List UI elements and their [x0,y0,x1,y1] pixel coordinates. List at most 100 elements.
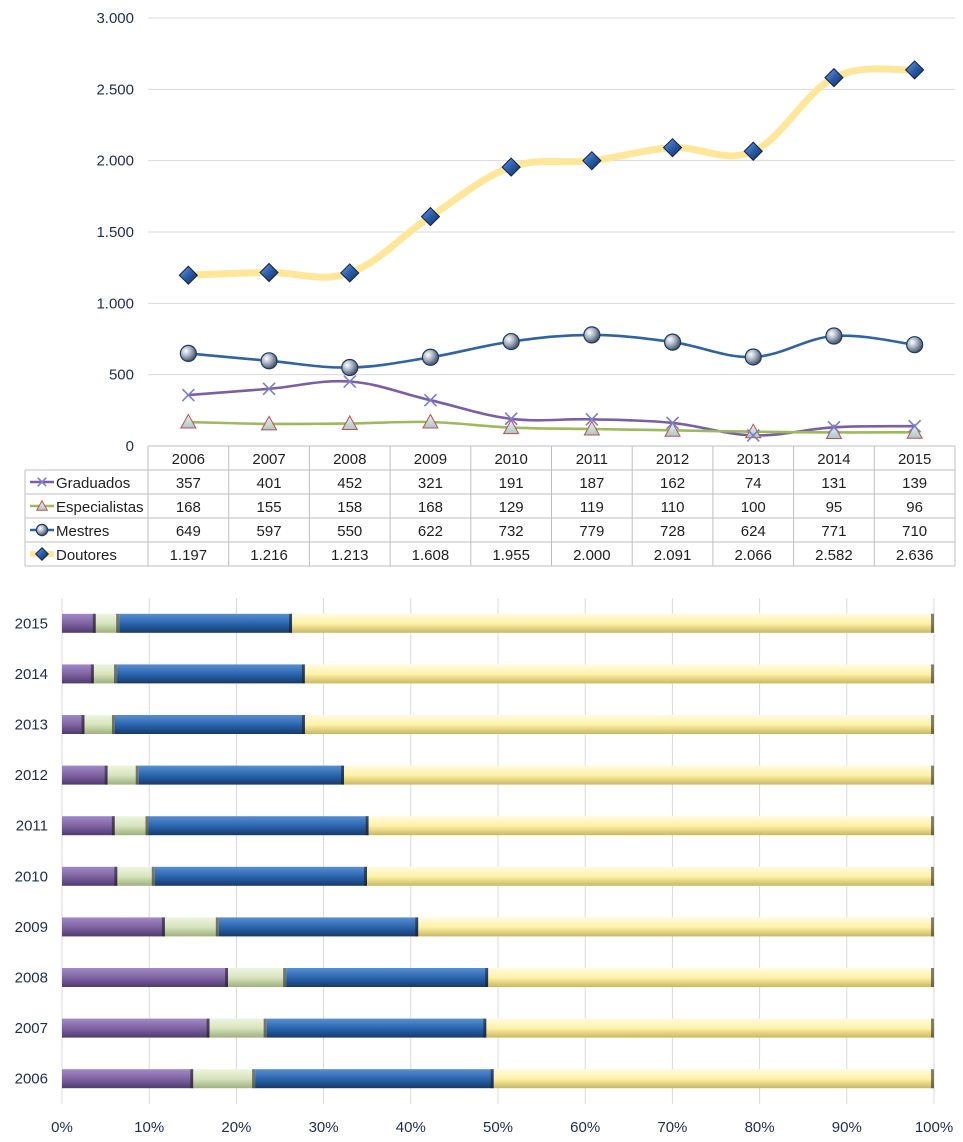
bar-segment-graduados [62,613,96,633]
bar-segment-edge [483,1018,487,1038]
table-category-label: 2011 [576,451,608,468]
table-category-label: 2013 [737,451,770,468]
bar-segment-especialistas [117,866,155,886]
data-label: 110 [661,499,685,516]
data-label: 96 [906,499,923,516]
table-category-label: 2006 [172,451,205,468]
bar-segment-doutores [344,765,934,785]
bar-segment-edge [161,917,165,937]
data-label: 100 [741,499,766,516]
bar-segment-edge [301,664,305,684]
bar-segment-doutores [368,816,934,836]
data-point-mestres [583,326,601,344]
y-tick-label: 2.500 [96,81,134,98]
x-tick-label: 30% [309,1119,339,1136]
x-tick-label: 0% [51,1119,73,1136]
data-point-especialistas [180,413,197,429]
series-line-mestres [187,333,916,369]
bar-segment-edge [92,613,96,633]
bar-segment-especialistas [93,664,118,684]
data-label: 2.000 [573,547,611,564]
x-tick-label: 20% [221,1119,251,1136]
y-category-label: 2007 [15,1020,48,1037]
data-point-especialistas [664,421,681,437]
bar-segment-graduados [62,765,108,785]
data-point-doutores [662,137,683,158]
bar-segment-edge [111,816,115,836]
data-point-mestres [421,348,440,366]
bar-row-2010 [62,866,934,886]
bar-segment-edge [931,1018,934,1038]
bar-segment-graduados [62,1018,210,1038]
bar-segment-especialistas [84,715,115,734]
data-label: 1.216 [250,547,288,564]
y-category-label: 2010 [15,868,48,885]
data-point-doutores [178,265,199,285]
bar-segment-edge [215,917,219,937]
series-line-doutores [184,65,919,281]
bar-segment-edge [114,664,118,684]
data-point-doutores [904,60,925,80]
bar-segment-edge [301,715,305,734]
bar-segment-doutores [304,715,934,734]
bar-segment-edge [151,866,155,886]
data-point-mestres [663,333,682,351]
bar-segment-edge [931,917,934,937]
bar-segment-mestres [148,816,369,836]
bar-row-2009 [62,917,934,937]
series-especialistas [187,420,916,434]
data-label: 168 [418,499,443,516]
bar-row-2014 [62,664,934,684]
bar-segment-doutores [367,866,934,886]
data-point-mestres [341,358,359,377]
data-point-mestres [744,348,762,366]
legend-label: Especialistas [56,499,144,516]
bar-segment-edge [145,816,149,836]
bar-segment-mestres [114,715,305,734]
data-point-doutores [824,67,844,88]
bar-segment-mestres [154,866,368,886]
table-category-label: 2012 [656,451,689,468]
data-label: 710 [902,523,927,540]
bar-segment-graduados [62,715,85,734]
data-point-especialistas [583,420,601,436]
data-point-graduados [181,388,195,402]
bar-segment-doutores [292,613,934,633]
series-doutores [184,65,919,281]
bar-row-2015 [62,613,934,633]
x-tick-label: 70% [657,1119,687,1136]
bar-segment-especialistas [228,968,287,987]
markers-mestres [179,326,924,377]
bar-segment-graduados [62,664,94,684]
data-point-especialistas [906,423,923,439]
data-label: 119 [580,499,604,516]
x-tick-label: 80% [745,1119,775,1136]
data-point-especialistas [502,419,520,435]
data-point-graduados [585,412,599,426]
data-label: 779 [579,523,604,540]
bar-segment-edge [225,968,229,987]
data-label: 624 [741,523,766,540]
bar-segment-edge [90,664,94,684]
data-point-doutores [743,141,763,161]
data-label: 732 [499,523,524,540]
table-category-label: 2007 [252,451,285,468]
bar-row-2013 [62,715,934,734]
bar-row-2007 [62,1018,934,1038]
data-point-especialistas [341,414,359,430]
table-category-label: 2015 [898,451,931,468]
data-point-graduados [908,419,922,433]
data-label: 2.636 [896,547,934,564]
bar-row-2008 [62,968,934,987]
sphere-icon [35,523,49,537]
data-label: 158 [337,499,362,516]
y-category-label: 2014 [15,666,48,683]
bar-segment-mestres [138,765,345,785]
data-label: 1.955 [492,547,530,564]
data-point-doutores [259,262,279,283]
table-category-label: 2010 [494,451,527,468]
x-tick-label: 90% [832,1119,862,1136]
legend-key-doutores [30,546,54,562]
